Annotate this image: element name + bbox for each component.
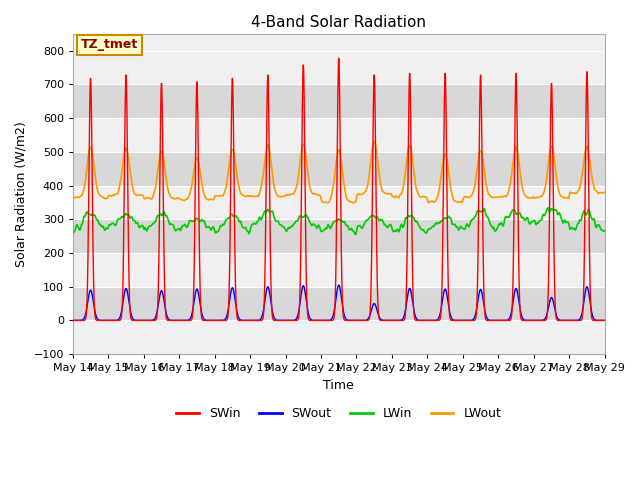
Bar (73, 287, 605, 321)
Bar (73, 321, 605, 354)
X-axis label: Time: Time (323, 379, 354, 392)
Title: 4-Band Solar Radiation: 4-Band Solar Radiation (252, 15, 426, 30)
Bar (73, 152, 605, 186)
Bar (73, 219, 605, 253)
Text: TZ_tmet: TZ_tmet (81, 38, 138, 51)
Bar (73, 84, 605, 118)
Bar (73, 186, 605, 219)
Y-axis label: Solar Radiation (W/m2): Solar Radiation (W/m2) (15, 121, 28, 267)
Bar (73, 253, 605, 287)
Bar (73, 118, 605, 152)
Legend: SWin, SWout, LWin, LWout: SWin, SWout, LWin, LWout (172, 402, 506, 425)
Bar (73, 51, 605, 84)
